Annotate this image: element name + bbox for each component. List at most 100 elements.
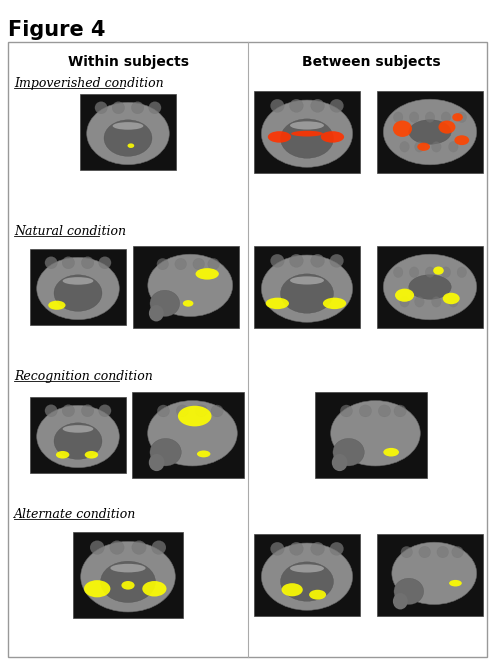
Ellipse shape [148,254,233,317]
Ellipse shape [330,254,344,267]
Ellipse shape [290,565,324,573]
Ellipse shape [290,99,303,112]
Ellipse shape [394,579,424,604]
Ellipse shape [394,112,403,122]
Ellipse shape [425,267,435,277]
Ellipse shape [383,99,477,165]
Ellipse shape [443,293,460,304]
Ellipse shape [400,142,409,152]
Ellipse shape [383,448,399,456]
FancyBboxPatch shape [377,91,483,173]
FancyBboxPatch shape [377,246,483,328]
Ellipse shape [282,583,303,597]
Ellipse shape [196,405,207,417]
Text: Figure 4: Figure 4 [8,20,105,40]
Ellipse shape [378,405,391,417]
Ellipse shape [409,267,419,277]
FancyBboxPatch shape [254,534,360,616]
Ellipse shape [62,257,75,269]
Ellipse shape [330,99,344,112]
Ellipse shape [290,542,303,555]
Ellipse shape [56,451,69,459]
Ellipse shape [183,300,194,307]
Ellipse shape [281,562,334,601]
Ellipse shape [268,131,291,143]
Ellipse shape [63,277,94,285]
Ellipse shape [332,454,347,471]
FancyBboxPatch shape [80,94,176,170]
Ellipse shape [392,542,477,604]
Ellipse shape [112,102,125,114]
Ellipse shape [261,255,352,323]
Text: Impoverished condition: Impoverished condition [14,77,164,90]
Ellipse shape [132,541,146,555]
Ellipse shape [432,297,441,307]
Text: Alternate condition: Alternate condition [14,508,136,521]
Ellipse shape [128,144,134,148]
Ellipse shape [290,254,303,267]
Ellipse shape [449,580,462,587]
Ellipse shape [311,542,325,555]
Ellipse shape [417,143,430,151]
FancyBboxPatch shape [254,91,360,173]
Ellipse shape [37,406,119,467]
Ellipse shape [433,267,444,275]
Ellipse shape [281,274,334,313]
Ellipse shape [121,581,135,590]
Ellipse shape [150,438,181,466]
Ellipse shape [437,547,448,558]
Ellipse shape [311,99,325,112]
Ellipse shape [81,257,94,269]
Ellipse shape [110,564,146,573]
Ellipse shape [290,121,324,130]
Ellipse shape [409,275,451,299]
Ellipse shape [270,99,284,112]
Ellipse shape [454,135,469,145]
Ellipse shape [104,120,152,156]
Ellipse shape [148,102,161,114]
Text: Natural condition: Natural condition [14,225,126,238]
Ellipse shape [383,254,477,320]
FancyBboxPatch shape [30,249,126,325]
Ellipse shape [457,112,467,122]
FancyBboxPatch shape [254,246,360,328]
Ellipse shape [394,405,406,417]
Ellipse shape [81,404,94,417]
Ellipse shape [45,404,57,417]
Ellipse shape [193,258,204,270]
Ellipse shape [54,275,102,311]
Ellipse shape [448,297,458,307]
Ellipse shape [90,541,104,555]
Ellipse shape [261,543,352,610]
Ellipse shape [359,405,372,417]
Ellipse shape [321,131,344,143]
Ellipse shape [54,423,102,460]
Ellipse shape [457,267,467,277]
Ellipse shape [178,406,211,426]
FancyBboxPatch shape [30,397,126,473]
Ellipse shape [196,268,219,279]
Ellipse shape [157,258,168,270]
FancyBboxPatch shape [133,246,239,328]
Ellipse shape [281,119,334,158]
Ellipse shape [290,277,324,285]
Ellipse shape [393,593,408,609]
Ellipse shape [409,120,451,144]
Ellipse shape [211,405,223,417]
Ellipse shape [110,541,124,555]
Ellipse shape [400,297,409,307]
Ellipse shape [149,305,164,321]
Ellipse shape [270,254,284,267]
Ellipse shape [197,450,210,458]
Ellipse shape [84,580,110,597]
Ellipse shape [149,454,164,471]
Ellipse shape [452,113,463,121]
Ellipse shape [85,451,98,459]
Ellipse shape [395,289,414,302]
Ellipse shape [393,120,412,137]
Ellipse shape [394,267,403,277]
Ellipse shape [99,257,111,269]
FancyBboxPatch shape [377,534,483,616]
Ellipse shape [81,541,175,612]
Ellipse shape [142,581,166,597]
